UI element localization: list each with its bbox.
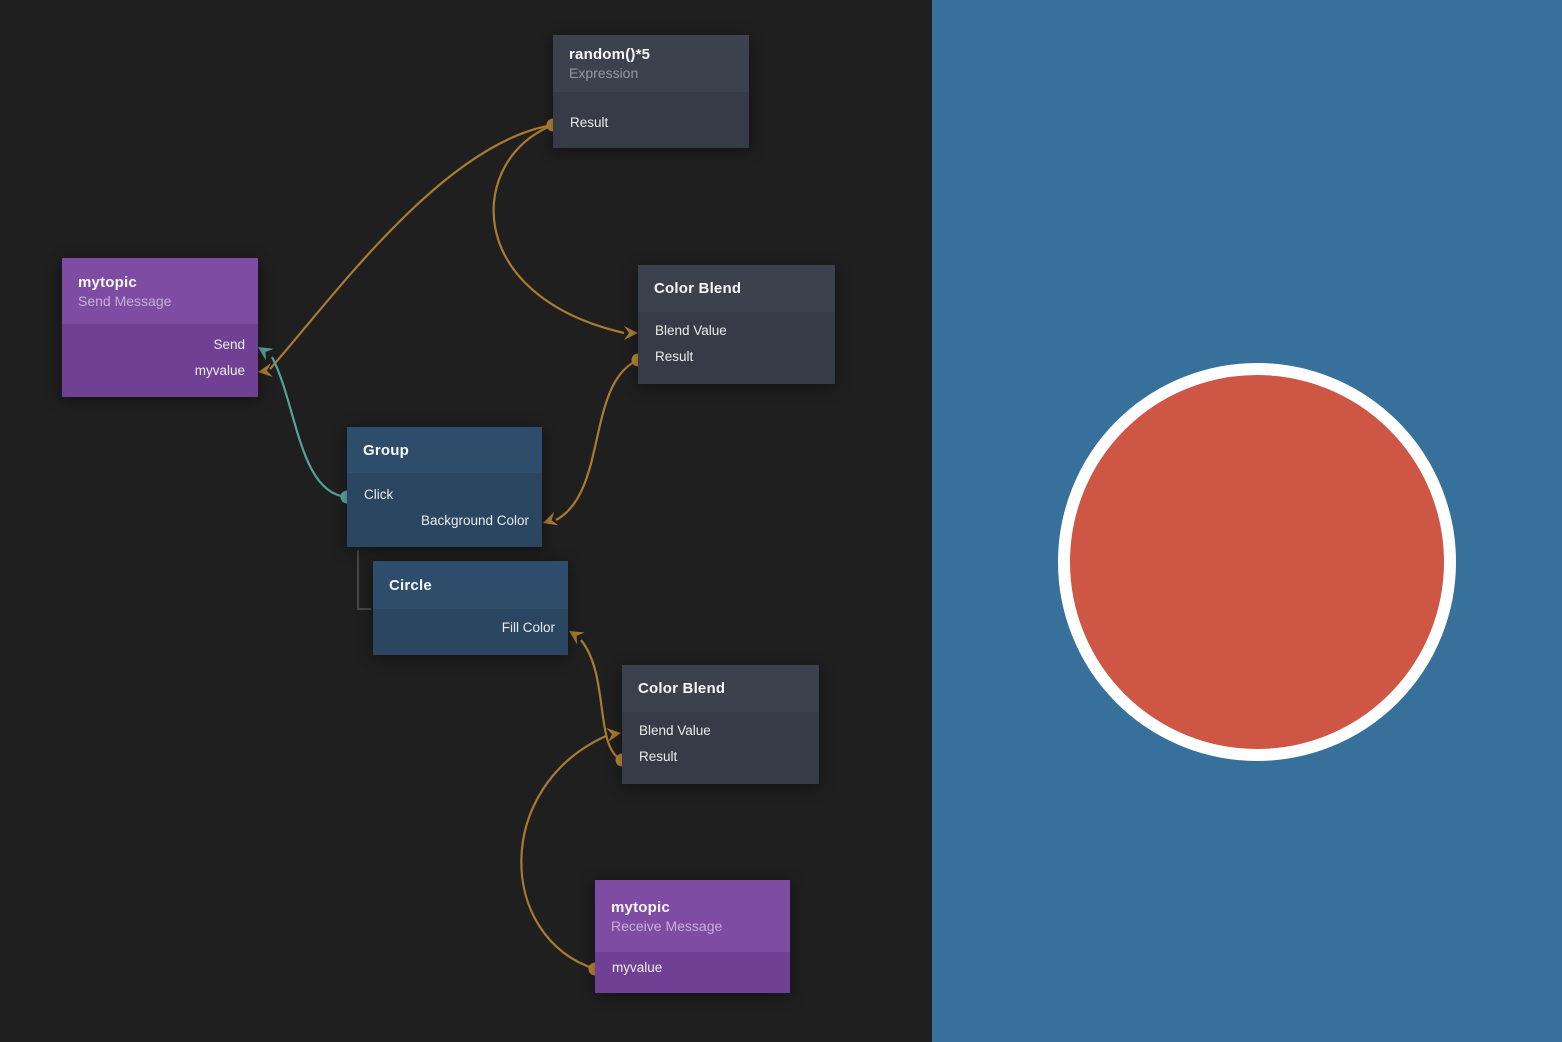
node-subtitle: Receive Message — [611, 917, 723, 934]
wire-blend-result-to-circle-fill[interactable] — [565, 625, 623, 762]
node-header[interactable]: mytopic Receive Message — [595, 880, 790, 952]
port-result[interactable]: Result — [639, 749, 678, 764]
node-color-blend-top[interactable]: Color Blend Blend Value Result — [638, 265, 835, 384]
node-header[interactable]: mytopic Send Message — [62, 258, 258, 324]
port-myvalue[interactable]: myvalue — [194, 363, 245, 378]
port-blend-value[interactable]: Blend Value — [639, 723, 711, 738]
node-title: Circle — [389, 576, 432, 594]
port-blend-value[interactable]: Blend Value — [655, 323, 727, 338]
port-send[interactable]: Send — [213, 337, 245, 352]
hierarchy-connector — [357, 550, 371, 610]
wire-group-click-to-send[interactable] — [254, 341, 348, 499]
node-header[interactable]: Color Blend — [638, 265, 835, 312]
node-title: Color Blend — [638, 680, 726, 697]
wire-receive-myvalue-to-blend-value[interactable] — [520, 726, 622, 971]
port-result[interactable]: Result — [570, 115, 609, 130]
node-graph-canvas[interactable]: random()*5 Expression Result mytopic Sen… — [0, 0, 932, 1042]
node-subtitle: Send Message — [78, 292, 172, 309]
node-title: Color Blend — [654, 280, 742, 297]
wire-blend-result-to-group-background[interactable] — [541, 358, 639, 530]
node-expression[interactable]: random()*5 Expression Result — [553, 35, 749, 148]
port-myvalue[interactable]: myvalue — [612, 960, 663, 975]
node-header[interactable]: Group — [347, 427, 542, 473]
node-header[interactable]: Circle — [373, 561, 568, 609]
preview-panel — [932, 0, 1562, 1042]
node-title: Group — [363, 441, 409, 459]
port-background-color[interactable]: Background Color — [420, 513, 529, 528]
node-title: random()*5 — [569, 46, 651, 63]
preview-circle-shape — [1058, 363, 1456, 761]
port-result[interactable]: Result — [655, 349, 694, 364]
node-send-message[interactable]: mytopic Send Message Send myvalue — [62, 258, 258, 397]
node-color-blend-bottom[interactable]: Color Blend Blend Value Result — [622, 665, 819, 784]
node-subtitle: Expression — [569, 65, 639, 81]
node-header[interactable]: random()*5 Expression — [553, 35, 749, 92]
node-header[interactable]: Color Blend — [622, 665, 819, 712]
node-group[interactable]: Group Click Background Color — [347, 427, 542, 547]
port-fill-color[interactable]: Fill Color — [501, 620, 555, 635]
node-title: mytopic — [611, 898, 670, 916]
node-circle[interactable]: Circle Fill Color — [373, 561, 568, 655]
node-receive-message[interactable]: mytopic Receive Message myvalue — [595, 880, 790, 993]
wire-expression-to-blend-value[interactable] — [492, 123, 638, 340]
node-title: mytopic — [78, 273, 137, 291]
wire-expression-to-send-myvalue[interactable] — [257, 123, 554, 379]
port-click[interactable]: Click — [364, 487, 394, 502]
